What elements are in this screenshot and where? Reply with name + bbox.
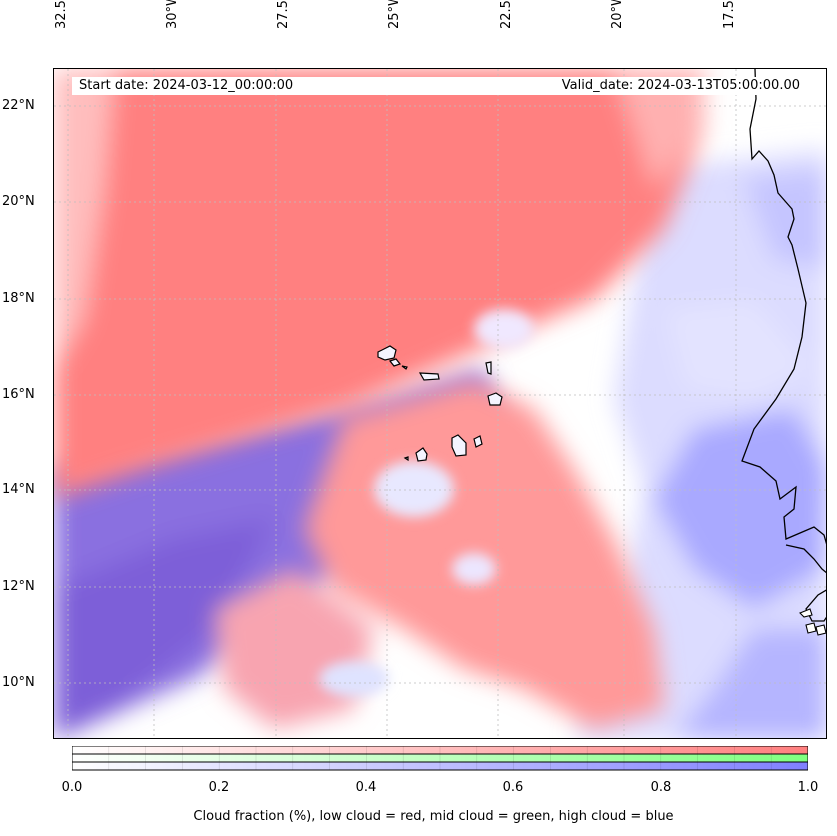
lat-label-16n: 16°N bbox=[2, 387, 35, 402]
colorbar-tick-0-8: 0.8 bbox=[650, 780, 672, 795]
colorbar-tick-0: 0.0 bbox=[61, 780, 83, 795]
cape-verde-islands bbox=[377, 345, 503, 462]
colorbar-level-lines bbox=[108, 746, 772, 770]
lat-label-20n: 20°N bbox=[2, 194, 35, 209]
lat-label-18n: 18°N bbox=[2, 291, 35, 306]
lat-label-14n: 14°N bbox=[2, 482, 35, 497]
lon-label-22-5w: 22.5°W bbox=[499, 0, 514, 29]
lon-label-25w: 25°W bbox=[387, 0, 402, 29]
colorbar-label: Cloud fraction (%), low cloud = red, mid… bbox=[193, 809, 674, 824]
lon-label-17-5w: 17.5°W bbox=[722, 0, 737, 29]
cloud-map bbox=[54, 69, 826, 738]
lon-label-30w: 30°W bbox=[165, 0, 180, 29]
colorbar-tick-0-2: 0.2 bbox=[208, 780, 230, 795]
colorbar-high-cloud-band bbox=[72, 761, 808, 771]
start-date-label: Start date: 2024-03-12_00:00:00 bbox=[79, 78, 294, 93]
valid-date-label: Valid_date: 2024-03-13T05:00:00.00 bbox=[561, 78, 800, 93]
date-header-box bbox=[72, 77, 807, 95]
colorbar bbox=[72, 746, 808, 771]
clear-patches bbox=[319, 309, 534, 697]
lat-label-12n: 12°N bbox=[2, 579, 35, 594]
lat-label-22n: 22°N bbox=[2, 98, 35, 113]
graticule bbox=[54, 69, 826, 738]
bijagos-islands bbox=[799, 608, 826, 636]
africa-coastline bbox=[741, 69, 826, 545]
lon-label-27-5w: 27.5°W bbox=[276, 0, 291, 29]
lon-label-20w: 20°W bbox=[610, 0, 625, 29]
colorbar-tick-1-0: 1.0 bbox=[797, 780, 819, 795]
colorbar-tick-0-4: 0.4 bbox=[355, 780, 377, 795]
map-panel[interactable] bbox=[53, 68, 827, 739]
guinea-coastline bbox=[785, 544, 826, 622]
lat-label-10n: 10°N bbox=[2, 675, 35, 690]
low-cloud-layer bbox=[54, 69, 704, 729]
colorbar-tick-0-6: 0.6 bbox=[502, 780, 524, 795]
lon-label-32-5w: 32.5°W bbox=[54, 0, 69, 29]
